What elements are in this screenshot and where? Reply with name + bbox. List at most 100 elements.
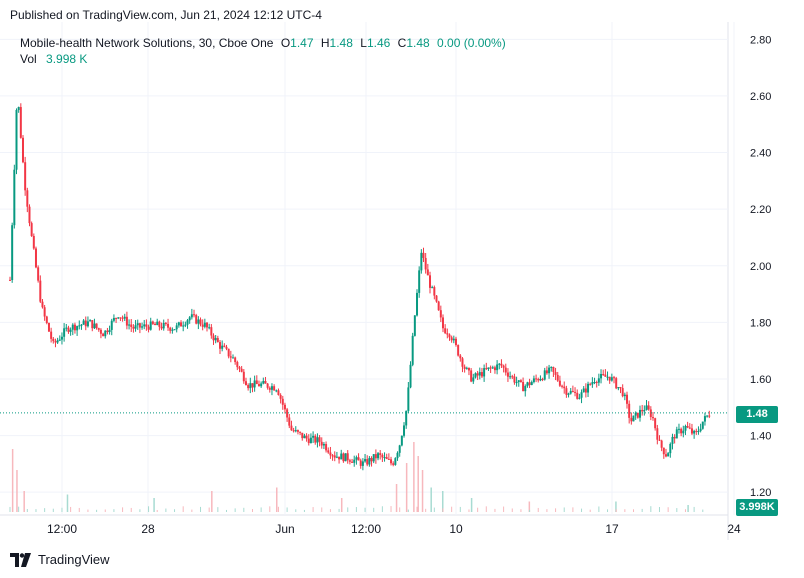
- volume-bar: [650, 506, 652, 512]
- candle-body: [93, 323, 96, 329]
- last-volume-tag: 3.998K: [736, 499, 778, 516]
- candle-body: [149, 321, 152, 330]
- candle-body: [706, 415, 709, 417]
- volume-bar: [399, 507, 401, 512]
- candle-body: [195, 315, 198, 324]
- volume-bar: [589, 509, 591, 512]
- candle-body: [563, 386, 566, 389]
- candle-body: [283, 404, 286, 410]
- volume-bar: [78, 507, 80, 512]
- candle-body: [688, 427, 691, 429]
- x-tick-label: 12:00: [47, 522, 77, 536]
- candle-body: [526, 382, 529, 387]
- candle-body: [340, 453, 343, 460]
- candle-body: [485, 368, 488, 370]
- candle-body: [392, 463, 395, 465]
- volume-bar: [615, 501, 617, 512]
- candle-body: [329, 452, 332, 456]
- candle-body: [80, 324, 83, 326]
- candle-body: [89, 320, 92, 322]
- candle-body: [56, 340, 59, 343]
- volume-bar: [52, 508, 54, 512]
- candle-body: [697, 431, 700, 433]
- candle-body: [99, 329, 102, 334]
- volume-bar: [441, 491, 444, 512]
- candle-body: [134, 325, 137, 329]
- volume-bar: [321, 507, 323, 512]
- candle-body: [26, 190, 29, 207]
- candle-series: [9, 103, 711, 471]
- time-axis: 12:00 28 Jun 12:00 10 17 24: [47, 522, 741, 536]
- candle-body: [435, 295, 438, 302]
- candle-body: [91, 320, 94, 329]
- volume-bar: [546, 509, 548, 512]
- candle-body: [54, 341, 57, 343]
- volume-bar: [122, 507, 124, 512]
- volume-bar: [234, 508, 236, 512]
- candle-body: [327, 450, 330, 453]
- volume-bar: [413, 442, 415, 512]
- candle-body: [58, 339, 61, 341]
- brand-name: TradingView: [38, 552, 110, 567]
- candle-body: [567, 393, 570, 395]
- price-axis: 2.80 2.60 2.40 2.20 2.00 1.80 1.60 1.40 1.20: [750, 34, 771, 499]
- volume-bar: [520, 509, 522, 512]
- candle-body: [13, 169, 16, 226]
- candle-body: [357, 457, 360, 461]
- candle-body: [52, 338, 55, 342]
- candle-body: [190, 314, 193, 318]
- candle-body: [448, 334, 451, 338]
- volume-bar: [61, 507, 63, 512]
- last-price-tag: 1.48: [736, 406, 778, 423]
- candle-body: [84, 320, 87, 327]
- candle-body: [301, 432, 304, 439]
- candle-body: [604, 374, 607, 377]
- candle-body: [141, 326, 144, 328]
- volume-bar: [11, 449, 14, 512]
- candle-body: [472, 377, 475, 382]
- x-tick-label: Jun: [275, 522, 294, 536]
- candle-body: [589, 383, 592, 385]
- candle-body: [390, 459, 393, 464]
- candle-body: [15, 109, 18, 170]
- candle-body: [500, 363, 503, 366]
- candle-body: [262, 380, 265, 384]
- candle-body: [606, 376, 609, 378]
- candle-body: [154, 323, 157, 326]
- candle-body: [662, 447, 665, 455]
- candle-body: [307, 438, 310, 444]
- published-note: Published on TradingView.com, Jun 21, 20…: [10, 8, 322, 22]
- candle-body: [249, 383, 252, 389]
- candle-body: [231, 357, 234, 359]
- candle-body: [73, 324, 76, 331]
- volume-bar: [9, 506, 11, 512]
- low-label: L: [360, 36, 367, 50]
- candle-body: [60, 336, 63, 340]
- candle-body: [639, 409, 641, 418]
- candle-body: [459, 355, 462, 359]
- candle-body: [63, 328, 66, 337]
- candle-body: [403, 425, 406, 436]
- volume-bar: [416, 506, 418, 512]
- candle-body: [400, 435, 403, 446]
- candle-body: [112, 317, 115, 321]
- candle-body: [513, 376, 516, 383]
- candle-body: [108, 329, 111, 333]
- candle-body: [180, 322, 183, 327]
- volume-bar: [555, 508, 557, 512]
- volume-bar: [113, 509, 115, 512]
- candle-body: [584, 388, 587, 393]
- candle-body: [338, 456, 341, 460]
- candle-body: [238, 367, 241, 369]
- volume-bar: [70, 506, 72, 512]
- candle-body: [619, 387, 622, 389]
- candle-body: [145, 324, 148, 327]
- candle-body: [9, 279, 11, 281]
- volume-bar: [433, 507, 435, 512]
- candle-body: [530, 382, 533, 386]
- volume-bar: [494, 508, 496, 512]
- candle-body: [318, 437, 321, 442]
- candle-body: [615, 378, 618, 389]
- volume-bar: [340, 498, 343, 512]
